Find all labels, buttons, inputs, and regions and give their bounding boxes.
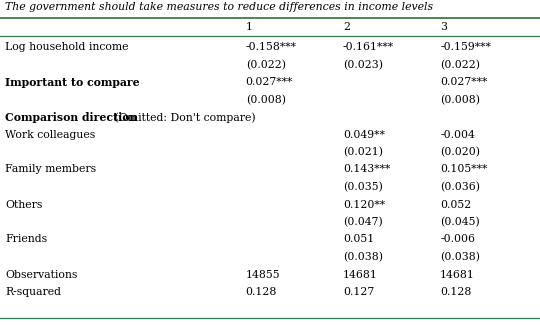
Text: The government should take measures to reduce differences in income levels: The government should take measures to r… [5, 2, 434, 12]
Text: 2: 2 [343, 22, 350, 32]
Text: -0.159***: -0.159*** [440, 42, 491, 52]
Text: 0.127: 0.127 [343, 287, 374, 297]
Text: -0.006: -0.006 [440, 235, 475, 244]
Text: (Omitted: Don't compare): (Omitted: Don't compare) [111, 112, 255, 123]
Text: (0.020): (0.020) [440, 147, 480, 157]
Text: (0.036): (0.036) [440, 182, 480, 192]
Text: Family members: Family members [5, 164, 97, 175]
Text: Friends: Friends [5, 235, 48, 244]
Text: R-squared: R-squared [5, 287, 62, 297]
Text: 14855: 14855 [246, 269, 280, 280]
Text: 0.051: 0.051 [343, 235, 374, 244]
Text: Important to compare: Important to compare [5, 77, 140, 88]
Text: 0.027***: 0.027*** [246, 77, 293, 87]
Text: 14681: 14681 [440, 269, 475, 280]
Text: (0.008): (0.008) [440, 95, 480, 105]
Text: 0.052: 0.052 [440, 200, 471, 210]
Text: (0.038): (0.038) [440, 252, 480, 262]
Text: (0.038): (0.038) [343, 252, 383, 262]
Text: Others: Others [5, 200, 43, 210]
Text: (0.045): (0.045) [440, 217, 480, 227]
Text: 0.143***: 0.143*** [343, 164, 390, 175]
Text: Observations: Observations [5, 269, 78, 280]
Text: Comparison direction: Comparison direction [5, 112, 138, 123]
Text: -0.158***: -0.158*** [246, 42, 296, 52]
Text: (0.035): (0.035) [343, 182, 383, 192]
Text: (0.022): (0.022) [246, 59, 286, 70]
Text: 0.105***: 0.105*** [440, 164, 488, 175]
Text: (0.023): (0.023) [343, 59, 383, 70]
Text: (0.008): (0.008) [246, 95, 286, 105]
Text: Log household income: Log household income [5, 42, 129, 52]
Text: 1: 1 [246, 22, 253, 32]
Text: 0.027***: 0.027*** [440, 77, 488, 87]
Text: 0.049**: 0.049** [343, 129, 385, 139]
Text: 3: 3 [440, 22, 447, 32]
Text: (0.047): (0.047) [343, 217, 383, 227]
Text: (0.021): (0.021) [343, 147, 383, 157]
Text: -0.004: -0.004 [440, 129, 475, 139]
Text: 0.128: 0.128 [246, 287, 277, 297]
Text: 0.120**: 0.120** [343, 200, 385, 210]
Text: 0.128: 0.128 [440, 287, 471, 297]
Text: -0.161***: -0.161*** [343, 42, 394, 52]
Text: Work colleagues: Work colleagues [5, 129, 96, 139]
Text: (0.022): (0.022) [440, 59, 480, 70]
Text: 14681: 14681 [343, 269, 378, 280]
